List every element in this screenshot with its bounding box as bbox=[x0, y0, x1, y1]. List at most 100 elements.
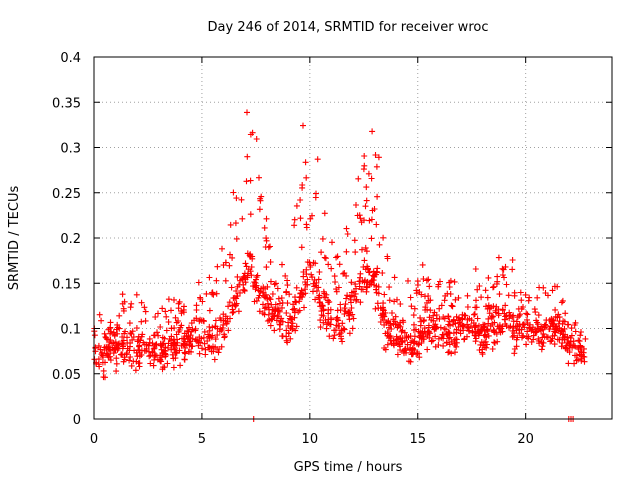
data-point bbox=[312, 296, 319, 303]
data-point bbox=[272, 307, 279, 314]
data-point bbox=[581, 345, 587, 352]
data-point bbox=[333, 286, 340, 293]
data-point bbox=[321, 210, 328, 217]
data-point bbox=[247, 268, 254, 275]
data-point bbox=[330, 335, 337, 342]
y-tick-label: 0 bbox=[73, 413, 81, 428]
data-point bbox=[342, 308, 349, 315]
data-point bbox=[279, 261, 285, 268]
data-point bbox=[136, 360, 143, 367]
data-point bbox=[151, 353, 158, 360]
data-point bbox=[320, 319, 327, 326]
data-point bbox=[278, 295, 285, 301]
data-point bbox=[523, 341, 530, 348]
data-point bbox=[511, 292, 518, 299]
data-point bbox=[141, 341, 148, 348]
data-point bbox=[291, 222, 298, 229]
data-point bbox=[157, 324, 164, 330]
data-point bbox=[572, 352, 578, 359]
data-point bbox=[341, 305, 348, 312]
data-point bbox=[560, 318, 567, 325]
data-point bbox=[520, 332, 527, 339]
data-point bbox=[242, 279, 249, 286]
data-point bbox=[146, 353, 153, 360]
data-point bbox=[568, 325, 575, 332]
data-point bbox=[372, 305, 379, 312]
data-point bbox=[113, 360, 120, 367]
data-point bbox=[461, 335, 468, 342]
data-point bbox=[251, 279, 258, 285]
data-point bbox=[398, 338, 405, 345]
data-point bbox=[446, 348, 453, 355]
data-point bbox=[168, 307, 174, 314]
data-point bbox=[364, 278, 371, 285]
data-point bbox=[390, 340, 397, 347]
data-point bbox=[447, 291, 454, 297]
data-point bbox=[562, 331, 569, 338]
data-point bbox=[362, 203, 369, 210]
data-point bbox=[535, 312, 542, 319]
data-point bbox=[160, 350, 167, 357]
data-point bbox=[283, 310, 290, 316]
data-point bbox=[147, 360, 154, 367]
data-point bbox=[113, 368, 120, 375]
data-point bbox=[473, 304, 480, 311]
data-point bbox=[464, 321, 471, 328]
data-point bbox=[524, 311, 531, 318]
data-point bbox=[489, 346, 496, 352]
data-point bbox=[153, 352, 159, 359]
data-point bbox=[292, 327, 299, 334]
data-point bbox=[119, 300, 126, 307]
data-point bbox=[267, 296, 274, 303]
data-point bbox=[409, 345, 416, 352]
data-point bbox=[163, 313, 170, 320]
data-point bbox=[418, 340, 425, 346]
data-point bbox=[340, 270, 347, 277]
data-point bbox=[139, 331, 146, 338]
data-point bbox=[472, 324, 479, 331]
data-point bbox=[154, 329, 160, 336]
data-point bbox=[172, 314, 179, 321]
data-point bbox=[165, 319, 172, 325]
data-point bbox=[106, 353, 113, 360]
data-point bbox=[204, 338, 211, 344]
data-point bbox=[263, 235, 270, 242]
data-point bbox=[489, 321, 496, 328]
data-point bbox=[506, 312, 513, 319]
data-point bbox=[446, 284, 453, 290]
data-point bbox=[472, 266, 479, 272]
data-point bbox=[214, 346, 221, 352]
data-point bbox=[576, 338, 583, 345]
data-point bbox=[429, 337, 436, 344]
data-point bbox=[194, 337, 201, 344]
data-point bbox=[425, 322, 432, 329]
data-point bbox=[121, 330, 128, 337]
data-point bbox=[333, 288, 340, 295]
data-point bbox=[496, 325, 503, 331]
data-point bbox=[103, 334, 110, 341]
data-point bbox=[320, 288, 327, 295]
data-point bbox=[561, 336, 568, 343]
data-point bbox=[426, 330, 433, 337]
data-point bbox=[510, 323, 517, 330]
data-point bbox=[368, 277, 375, 284]
data-point bbox=[267, 259, 274, 265]
data-point bbox=[338, 327, 345, 334]
data-point bbox=[409, 337, 416, 344]
data-point bbox=[317, 317, 324, 324]
data-point bbox=[150, 345, 157, 352]
data-point bbox=[374, 193, 381, 200]
data-point bbox=[271, 327, 278, 334]
data-point bbox=[163, 327, 170, 334]
data-point bbox=[182, 350, 189, 357]
data-point bbox=[312, 260, 319, 267]
data-point bbox=[205, 344, 212, 351]
data-point bbox=[422, 293, 428, 300]
data-point bbox=[413, 287, 420, 294]
data-point bbox=[362, 244, 369, 251]
data-point bbox=[258, 193, 265, 200]
data-point bbox=[202, 351, 209, 358]
data-point bbox=[191, 317, 198, 324]
data-point bbox=[142, 317, 149, 324]
